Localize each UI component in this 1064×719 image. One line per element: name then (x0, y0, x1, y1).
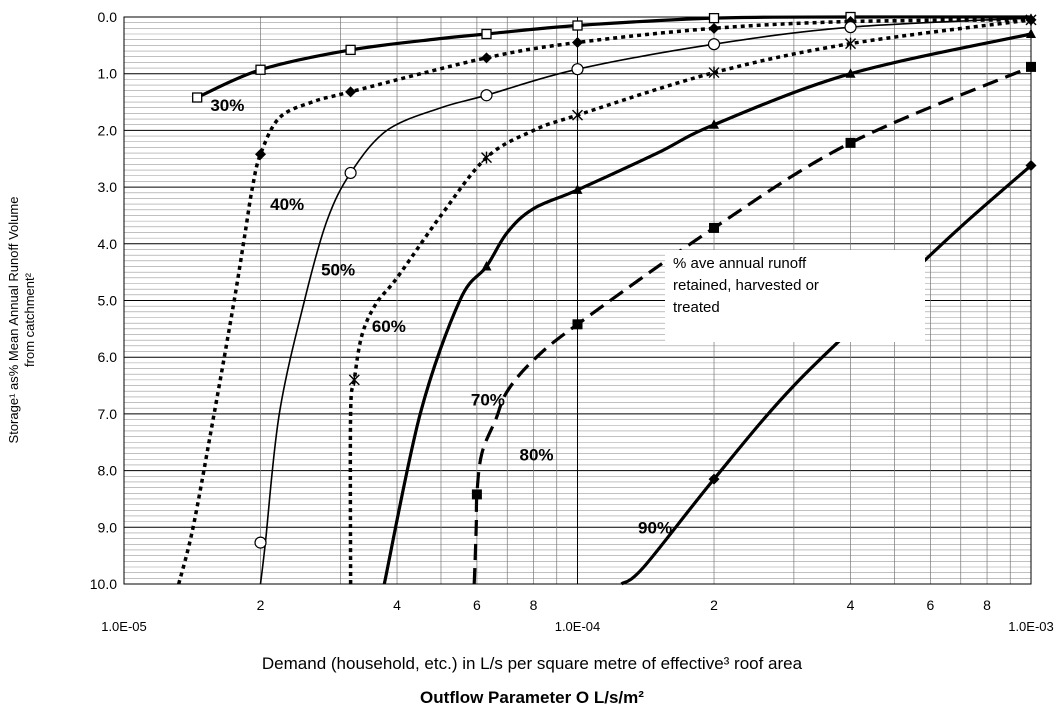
data-point-80pct (471, 489, 482, 500)
data-point-90pct (1025, 160, 1037, 172)
x-tick-label-minor: 8 (983, 597, 991, 613)
y-tick-label: 3.0 (98, 179, 118, 195)
y-tick-label: 7.0 (98, 406, 118, 422)
data-point-50pct (844, 21, 857, 34)
series-line-90pct (620, 164, 1033, 586)
data-point-30pct (345, 44, 356, 56)
data-point-60pct (1025, 13, 1037, 26)
data-point-30pct (708, 12, 720, 24)
data-point-50pct (480, 89, 493, 102)
series-markers (192, 11, 1037, 549)
series-label: 80% (520, 446, 554, 465)
series-label: 90% (638, 518, 672, 537)
data-point-50pct (254, 536, 267, 549)
data-point-40pct (255, 148, 267, 160)
curve-labels: 30% 40% 50% 60% 70% 80% 90% (210, 96, 672, 537)
y-axis-title: Storage¹ as% Mean Annual Runoff Volume f… (6, 196, 37, 444)
data-point-70pct (481, 260, 492, 271)
x-axis-title: Demand (household, etc.) in L/s per squa… (261, 654, 803, 673)
series-line-70pct (382, 32, 1032, 585)
chart-subtitle: Outflow Parameter O L/s/m² (420, 688, 644, 707)
data-point-30pct (481, 28, 492, 40)
annotation-box: % ave annual runoff retained, harvested … (665, 250, 925, 342)
x-tick-label-minor: 4 (393, 597, 401, 613)
grid (123, 16, 1031, 585)
data-point-80pct (1026, 61, 1036, 72)
series-line-50pct (259, 17, 1032, 585)
data-point-40pct (708, 22, 720, 34)
data-point-60pct (348, 373, 360, 386)
data-point-80pct (709, 222, 720, 233)
y-tick-label: 5.0 (98, 293, 118, 309)
data-point-80pct (572, 319, 583, 330)
x-tick-label-major: 1.0E-03 (1008, 619, 1054, 634)
data-point-50pct (707, 38, 721, 51)
y-tick-label: 10.0 (90, 576, 117, 592)
series-label: 60% (372, 317, 406, 336)
x-tick-label-major: 1.0E-05 (101, 619, 147, 634)
series-label: 50% (321, 260, 355, 279)
y-tick-label: 0.0 (98, 9, 118, 25)
x-tick-label-minor: 4 (847, 597, 855, 613)
series-line-80pct (472, 65, 1032, 585)
data-point-80pct (845, 137, 856, 148)
data-point-60pct (572, 109, 583, 122)
data-point-60pct (845, 37, 857, 50)
data-point-70pct (572, 184, 583, 194)
series-line-40pct (177, 18, 1032, 585)
series-label: 30% (210, 96, 244, 115)
data-point-40pct (481, 52, 493, 64)
data-point-90pct (708, 473, 720, 485)
data-point-50pct (571, 63, 584, 76)
data-point-40pct (345, 86, 357, 98)
data-point-30pct (572, 20, 583, 31)
series-label: 40% (270, 195, 304, 214)
data-point-70pct (845, 68, 856, 78)
y-tick-label: 1.0 (98, 66, 118, 82)
data-point-60pct (481, 151, 492, 164)
x-tick-label-minor: 2 (710, 597, 718, 613)
y-tick-label: 6.0 (98, 349, 118, 365)
data-point-30pct (192, 92, 203, 103)
y-tick-label: 9.0 (98, 519, 118, 535)
series-line-30pct (196, 15, 1032, 99)
data-point-30pct (255, 64, 266, 75)
y-tick-label: 2.0 (98, 122, 118, 138)
axes: 0.0 1.0 2.0 3.0 4.0 5.0 6.0 7.0 8.0 9.0 10.0 1.0E-0… (90, 9, 1054, 634)
data-point-50pct (344, 166, 357, 180)
x-tick-label-minor: 8 (530, 597, 538, 613)
series-line-60pct (348, 18, 1032, 585)
data-point-70pct (709, 119, 720, 129)
data-point-40pct (572, 37, 583, 49)
y-axis-title-wrap: Storage¹ as% Mean Annual Runoff Volume f… (2, 110, 42, 530)
series-label: 70% (471, 391, 505, 410)
data-point-60pct (708, 66, 720, 79)
x-tick-label-minor: 6 (926, 597, 934, 613)
plot-frame (123, 16, 1032, 585)
data-point-70pct (1026, 28, 1036, 39)
y-tick-label: 4.0 (98, 236, 118, 252)
x-tick-label-minor: 6 (473, 597, 481, 613)
x-tick-label-major: 1.0E-04 (555, 619, 601, 634)
x-tick-label-minor: 2 (257, 597, 265, 613)
y-tick-label: 8.0 (98, 463, 118, 479)
